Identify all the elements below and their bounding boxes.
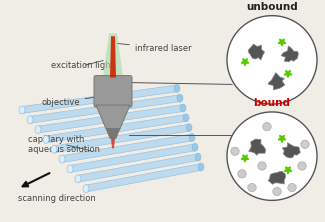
Ellipse shape bbox=[195, 153, 201, 161]
Polygon shape bbox=[268, 171, 286, 184]
Polygon shape bbox=[54, 124, 189, 153]
Circle shape bbox=[231, 147, 239, 155]
Polygon shape bbox=[249, 139, 266, 155]
Ellipse shape bbox=[35, 126, 41, 134]
Ellipse shape bbox=[177, 94, 183, 102]
Ellipse shape bbox=[83, 185, 89, 192]
Polygon shape bbox=[22, 85, 177, 113]
Polygon shape bbox=[96, 105, 130, 129]
Polygon shape bbox=[241, 59, 249, 66]
Polygon shape bbox=[284, 70, 292, 77]
Ellipse shape bbox=[67, 165, 73, 173]
Text: infrared laser: infrared laser bbox=[117, 44, 192, 53]
Polygon shape bbox=[268, 73, 285, 90]
Polygon shape bbox=[30, 95, 180, 123]
Ellipse shape bbox=[189, 134, 195, 141]
Polygon shape bbox=[86, 164, 201, 192]
Circle shape bbox=[263, 123, 271, 131]
Ellipse shape bbox=[186, 124, 192, 132]
Ellipse shape bbox=[51, 145, 57, 153]
Ellipse shape bbox=[75, 175, 81, 183]
Polygon shape bbox=[38, 105, 183, 133]
Polygon shape bbox=[70, 144, 195, 172]
Ellipse shape bbox=[19, 106, 25, 114]
Text: capillary with
aqueous solution: capillary with aqueous solution bbox=[28, 135, 100, 154]
FancyBboxPatch shape bbox=[94, 75, 132, 107]
Text: scanning direction: scanning direction bbox=[18, 194, 96, 204]
Polygon shape bbox=[282, 143, 300, 158]
Polygon shape bbox=[46, 114, 186, 143]
Ellipse shape bbox=[192, 143, 198, 151]
Ellipse shape bbox=[180, 104, 186, 112]
Circle shape bbox=[273, 187, 281, 196]
Polygon shape bbox=[78, 154, 198, 182]
Text: excitation light: excitation light bbox=[51, 61, 114, 70]
Polygon shape bbox=[278, 135, 286, 142]
Circle shape bbox=[227, 112, 317, 200]
Polygon shape bbox=[241, 155, 249, 162]
Polygon shape bbox=[106, 129, 120, 139]
Polygon shape bbox=[281, 46, 298, 62]
Ellipse shape bbox=[59, 155, 65, 163]
Polygon shape bbox=[110, 36, 116, 77]
Circle shape bbox=[238, 170, 246, 178]
Ellipse shape bbox=[174, 84, 180, 92]
Polygon shape bbox=[111, 139, 115, 148]
Polygon shape bbox=[62, 134, 192, 163]
Ellipse shape bbox=[27, 116, 33, 124]
Circle shape bbox=[298, 162, 306, 170]
Polygon shape bbox=[278, 39, 286, 46]
Ellipse shape bbox=[43, 135, 49, 143]
Circle shape bbox=[288, 183, 296, 192]
Text: unbound: unbound bbox=[246, 2, 298, 12]
Circle shape bbox=[258, 162, 266, 170]
Circle shape bbox=[301, 140, 309, 149]
Circle shape bbox=[248, 183, 256, 192]
Polygon shape bbox=[248, 44, 265, 60]
Text: objective: objective bbox=[41, 93, 127, 107]
Polygon shape bbox=[103, 33, 123, 77]
Polygon shape bbox=[284, 167, 292, 174]
Ellipse shape bbox=[198, 163, 204, 171]
Text: bound: bound bbox=[254, 98, 291, 108]
Ellipse shape bbox=[183, 114, 189, 122]
Circle shape bbox=[227, 16, 317, 104]
